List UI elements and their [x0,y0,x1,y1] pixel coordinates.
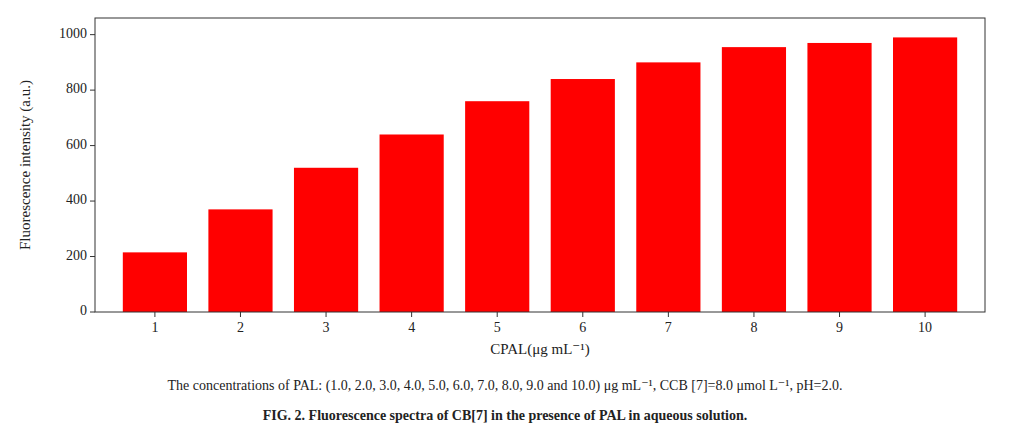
x-tick [753,312,754,317]
x-tick-label: 8 [750,320,757,335]
x-tick [925,312,926,317]
x-tick [154,312,155,317]
y-tick-label: 0 [80,303,87,318]
y-axis-label: Fluorescence intensity (a.u.) [17,80,34,250]
caption: FIG. 2. Fluorescence spectra of CB[7] in… [263,408,748,423]
bar [123,252,187,312]
y-tick-label: 800 [66,81,87,96]
y-tick [90,201,95,202]
x-tick [497,312,498,317]
x-tick-label: 5 [494,320,501,335]
caption: The concentrations of PAL: (1.0, 2.0, 3.… [168,378,843,394]
x-tick-label: 2 [237,320,244,335]
chart: 0 200 400 600 800 1000 1 2 3 4 5 6 7 8 9 10 CPAL(μg mL⁻¹… [0,0,1010,442]
x-tick-label: 3 [323,320,330,335]
x-tick [326,312,327,317]
y-tick-label: 200 [66,248,87,263]
x-tick-label: 7 [665,320,672,335]
bars [123,37,957,312]
bar [465,101,529,312]
y-tick-label: 600 [66,137,87,152]
y-tick-label: 400 [66,192,87,207]
y-tick [90,145,95,146]
bar [208,209,272,312]
y-tick [90,312,95,313]
plot-frame [95,18,985,312]
bar [636,62,700,312]
x-tick [411,312,412,317]
x-axis-label: CPAL(μg mL⁻¹) [490,341,590,358]
x-tick-label: 4 [408,320,415,335]
y-tick [90,34,95,35]
x-tick [668,312,669,317]
bar [807,43,871,312]
x-tick-label: 6 [579,320,586,335]
bar [294,168,358,312]
x-tick [582,312,583,317]
bar [380,134,444,312]
y-tick [90,256,95,257]
bar [893,37,957,312]
x-tick [839,312,840,317]
y-tick [90,90,95,91]
x-tick-label: 10 [918,320,932,335]
bar [551,79,615,312]
x-tick [240,312,241,317]
x-tick-label: 9 [836,320,843,335]
bar [722,47,786,312]
y-tick-label: 1000 [59,26,87,41]
x-tick-label: 1 [151,320,158,335]
